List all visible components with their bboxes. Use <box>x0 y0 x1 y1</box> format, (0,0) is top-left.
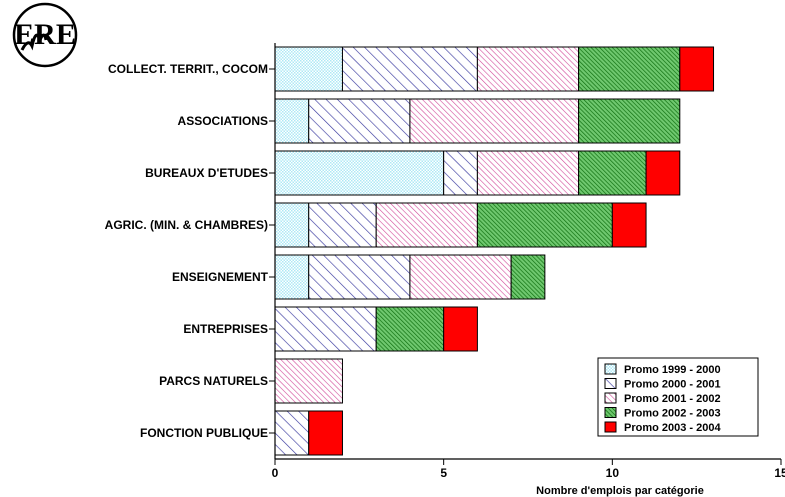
category-label: ENSEIGNEMENT <box>172 270 269 284</box>
legend-label: Promo 2002 - 2003 <box>624 408 721 420</box>
bar-segment <box>308 410 343 456</box>
bar-segment <box>274 358 343 404</box>
legend-box <box>597 357 759 437</box>
x-axis-title: Nombre d'emplois par catégorie <box>536 485 704 497</box>
bar-segment <box>578 98 681 144</box>
logo: ERE <box>12 2 78 68</box>
category-label: BUREAUX D'ETUDES <box>145 166 268 180</box>
bar-segment <box>679 46 715 92</box>
plot-area: COLLECT. TERRIT., COCOM ASSOCIATIONS BUREA… <box>105 43 785 497</box>
bar-segment <box>578 46 681 92</box>
legend-swatch <box>604 378 617 389</box>
bar-segment <box>308 98 411 144</box>
category-label: ASSOCIATIONS <box>178 114 268 128</box>
x-tick-label: 0 <box>272 466 279 480</box>
x-tick-label: 15 <box>774 466 785 480</box>
bar-segment <box>510 254 546 300</box>
logo-text: ERE <box>14 18 76 51</box>
bar-segment <box>274 410 310 456</box>
bar-segment <box>611 202 647 248</box>
category-label: AGRIC. (MIN. & CHAMBRES) <box>105 218 268 232</box>
bar-segment <box>443 150 478 196</box>
legend-swatch <box>604 407 617 418</box>
legend-label: Promo 2003 - 2004 <box>624 422 721 434</box>
bar-segment <box>476 202 613 248</box>
bar-segment <box>308 202 377 248</box>
bar-segment <box>443 306 478 352</box>
bar-segment <box>578 150 647 196</box>
category-label: FONCTION PUBLIQUE <box>140 426 268 440</box>
logo-tree-icon <box>20 33 48 51</box>
bar-segment <box>476 46 580 92</box>
legend-label: Promo 1999 - 2000 <box>624 364 721 376</box>
legend-swatch <box>604 363 617 375</box>
legend-label: Promo 2000 - 2001 <box>624 379 721 391</box>
bar-segment <box>274 202 310 248</box>
bar-segment <box>274 254 310 300</box>
legend: Promo 1999 - 2000 Promo 2000 - 2001 Promo … <box>597 357 759 437</box>
bar-segment <box>409 98 580 144</box>
x-tick-label: 5 <box>440 466 447 480</box>
legend-label: Promo 2001 - 2002 <box>624 393 721 405</box>
legend-swatch <box>604 392 617 404</box>
legend-swatch <box>604 421 617 433</box>
bar-segment <box>375 306 445 352</box>
bar-segment <box>274 46 343 92</box>
bar-segment <box>341 46 478 92</box>
bar-segment <box>645 150 681 196</box>
bar-segment <box>409 254 512 300</box>
bar-segment <box>375 202 478 248</box>
bar-segment <box>274 98 310 144</box>
bar-segment <box>274 150 445 196</box>
bar-segment <box>308 254 411 300</box>
category-label: PARCS NATURELS <box>159 374 268 388</box>
bar-segment <box>274 306 377 352</box>
category-label: ENTREPRISES <box>183 322 268 336</box>
bar-segment <box>476 150 580 196</box>
category-label: COLLECT. TERRIT., COCOM <box>108 62 268 76</box>
x-tick-label: 10 <box>606 466 620 480</box>
